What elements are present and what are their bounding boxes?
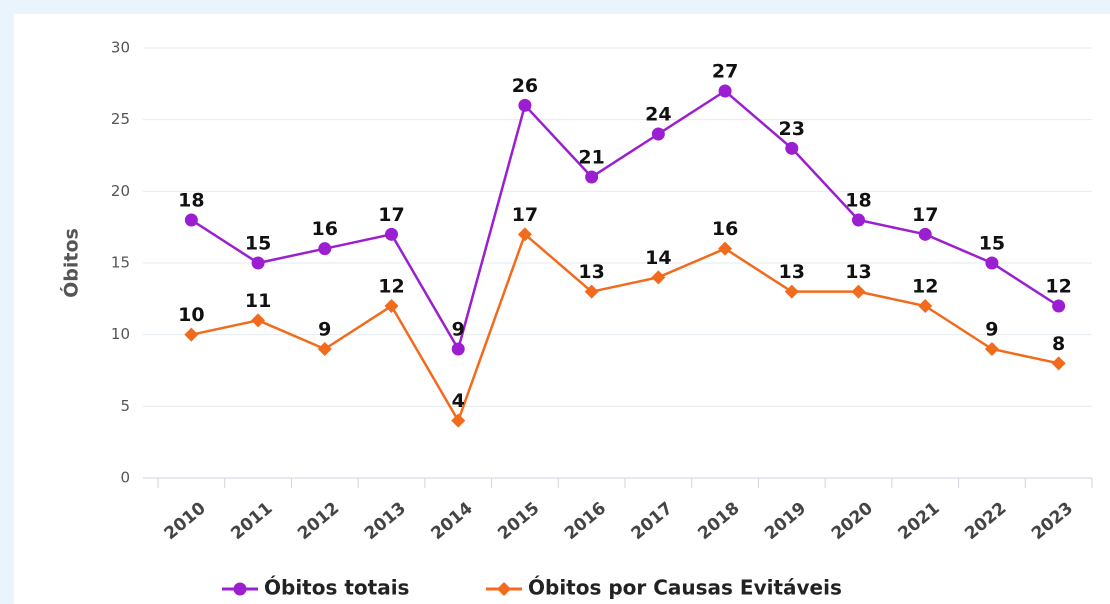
data-label: 9 [985,319,998,341]
marker [497,582,511,596]
data-label: 13 [578,261,604,283]
data-label: 26 [512,75,538,97]
series-line [190,89,1060,353]
data-label: 12 [1045,276,1071,298]
marker [918,299,933,313]
marker [233,582,247,596]
marker [451,413,466,428]
data-label: 23 [779,118,805,140]
data-label: 8 [1052,333,1065,355]
marker [385,227,398,241]
data-label: 11 [245,290,271,312]
marker [318,242,332,256]
marker [585,170,599,184]
data-label: 10 [178,304,204,326]
marker [718,84,732,98]
data-label: 15 [245,233,271,255]
marker [851,284,866,299]
marker [317,342,332,356]
y-tick-label: 30 [111,39,130,57]
data-label: 15 [979,233,1005,255]
marker [1051,356,1066,371]
y-axis-label: Óbitos [59,228,83,298]
marker [251,256,265,270]
series-line [191,232,1059,424]
marker [718,241,733,256]
y-tick-label: 10 [111,325,130,343]
marker [384,299,399,313]
marker [984,342,999,356]
marker [518,98,532,112]
y-tick-label: 15 [111,254,130,272]
data-label: 13 [845,261,871,283]
y-tick-label: 0 [120,469,130,487]
marker [985,256,999,270]
data-label: 9 [318,319,331,341]
data-label: 18 [178,190,204,212]
marker [651,270,666,285]
marker [584,284,599,299]
data-label: 12 [912,276,938,298]
marker [251,313,266,328]
data-label: 18 [845,190,871,212]
data-label: 17 [378,204,404,226]
y-tick-label: 25 [111,110,130,128]
data-label: 16 [712,218,738,240]
marker [184,213,198,227]
data-label: 13 [779,261,805,283]
marker [784,284,799,299]
data-label: 27 [712,61,738,83]
marker [651,127,665,141]
data-label: 14 [645,247,671,269]
marker [918,227,932,241]
marker [1052,299,1066,313]
data-label: 12 [378,276,404,298]
data-label: 17 [912,204,938,226]
data-label: 24 [645,104,671,126]
marker [852,213,865,227]
marker [517,227,532,242]
marker [184,327,199,342]
y-tick-label: 20 [111,182,130,200]
marker [785,141,799,155]
marker [451,342,465,356]
data-label: 21 [578,147,604,169]
y-tick-label: 5 [120,397,130,415]
data-label: 9 [452,319,465,341]
legend-label: Óbitos totais [264,576,409,600]
data-label: 4 [452,390,465,412]
legend-label: Óbitos por Causas Evitáveis [528,576,842,600]
data-label: 17 [512,204,538,226]
data-label: 16 [312,218,338,240]
